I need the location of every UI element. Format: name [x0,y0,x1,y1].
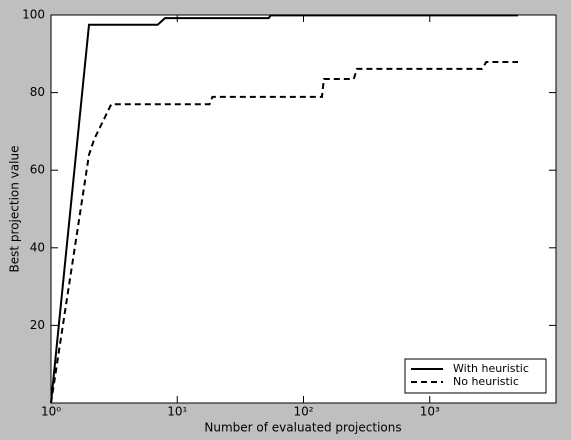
x-tick-label: 10⁰ [41,405,61,419]
y-tick-label: 80 [30,85,45,99]
plot-area [50,14,557,404]
legend-label: With heuristic [453,362,529,375]
legend-label: No heuristic [453,375,519,388]
y-tick-label: 100 [22,8,45,22]
y-tick-label: 60 [30,163,45,177]
y-tick-label: 40 [30,240,45,254]
y-axis-label: Best projection value [8,146,22,273]
x-tick-label: 10³ [420,405,440,419]
series-line [50,14,518,404]
x-tick-label: 10¹ [167,405,187,419]
y-tick-label: 20 [30,318,45,332]
x-axis-label: Number of evaluated projections [204,421,401,435]
x-tick-label: 10² [293,405,313,419]
series-line [50,60,518,404]
legend-frame [404,358,547,394]
